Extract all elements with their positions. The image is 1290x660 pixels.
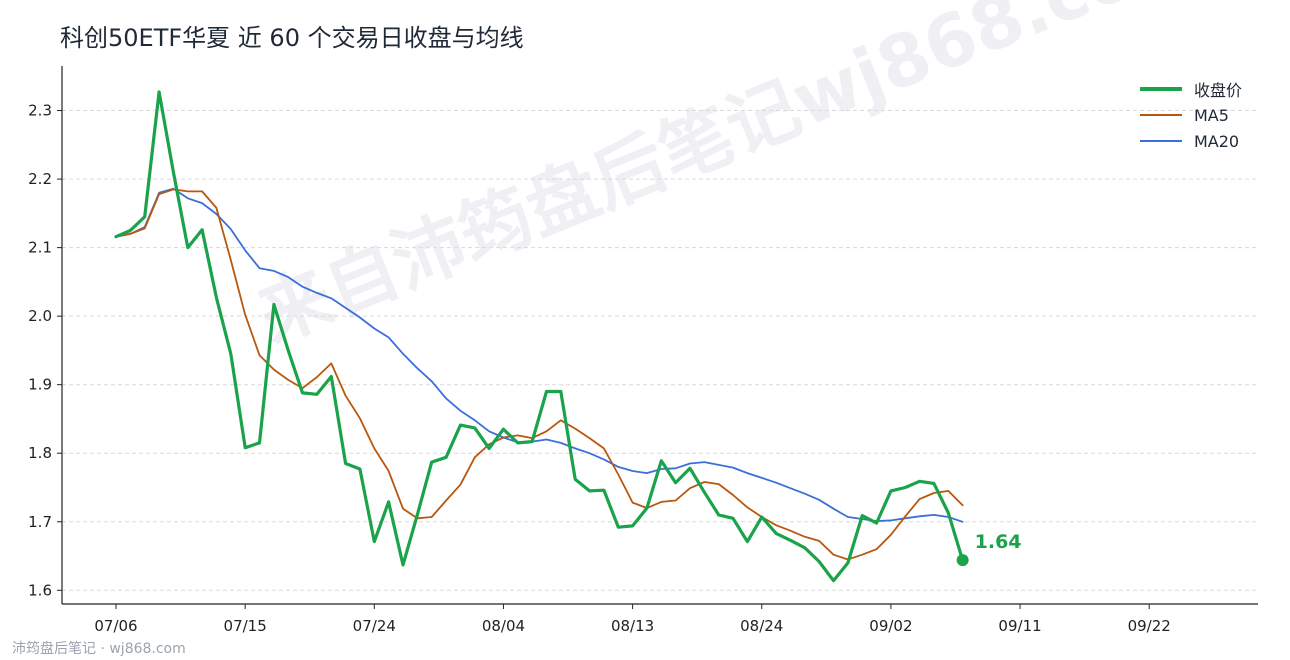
footer-source: 沛筠盘后笔记 · wj868.com: [12, 641, 186, 657]
y-tick-label: 1.8: [28, 444, 52, 462]
chart-title: 科创50ETF华夏 近 60 个交易日收盘与均线: [60, 24, 524, 52]
y-tick-label: 1.9: [28, 376, 52, 394]
y-tick-label: 1.6: [28, 581, 52, 599]
x-tick-label: 08/24: [740, 617, 783, 635]
x-tick-label: 08/13: [611, 617, 654, 635]
x-tick-label: 09/11: [998, 617, 1041, 635]
x-tick-label: 08/04: [482, 617, 525, 635]
y-tick-label: 2.2: [28, 170, 52, 188]
legend-swatch-ma20: [1140, 140, 1182, 142]
legend: 收盘价 MA5 MA20: [1140, 76, 1242, 154]
last-close-dot: [956, 554, 969, 567]
ma20-line: [115, 187, 964, 523]
legend-item-ma5: MA5: [1140, 102, 1242, 128]
x-tick-label: 07/15: [224, 617, 267, 635]
y-axis-ticks: 1.6 1.7 1.8 1.9 2.0 2.1 2.2 2.3: [28, 102, 62, 599]
x-tick-label: 07/06: [94, 617, 137, 635]
series-lines: [114, 90, 965, 583]
legend-label-ma5: MA5: [1194, 105, 1229, 125]
legend-label-ma20: MA20: [1194, 131, 1240, 151]
close-price-line: [114, 90, 965, 583]
x-tick-label: 09/22: [1128, 617, 1171, 635]
x-tick-label: 07/24: [353, 617, 396, 635]
gridlines: [62, 110, 1258, 591]
y-tick-label: 2.1: [28, 239, 52, 257]
legend-swatch-ma5: [1140, 114, 1182, 116]
legend-swatch-close: [1140, 87, 1182, 91]
legend-label-close: 收盘价: [1194, 81, 1243, 100]
y-tick-label: 2.0: [28, 307, 52, 325]
x-axis-ticks: 07/06 07/15 07/24 08/04 08/13 08/24 09/02 09/11…: [94, 604, 1171, 635]
x-tick-label: 09/02: [869, 617, 912, 635]
legend-item-close: 收盘价: [1140, 76, 1242, 102]
y-tick-label: 2.3: [28, 102, 52, 120]
last-close-label: 1.64: [975, 531, 1022, 553]
legend-item-ma20: MA20: [1140, 128, 1242, 154]
axes: [61, 66, 1258, 605]
last-close-marker: 1.64: [956, 531, 1022, 567]
y-tick-label: 1.7: [28, 513, 52, 531]
ma5-line: [115, 188, 964, 561]
